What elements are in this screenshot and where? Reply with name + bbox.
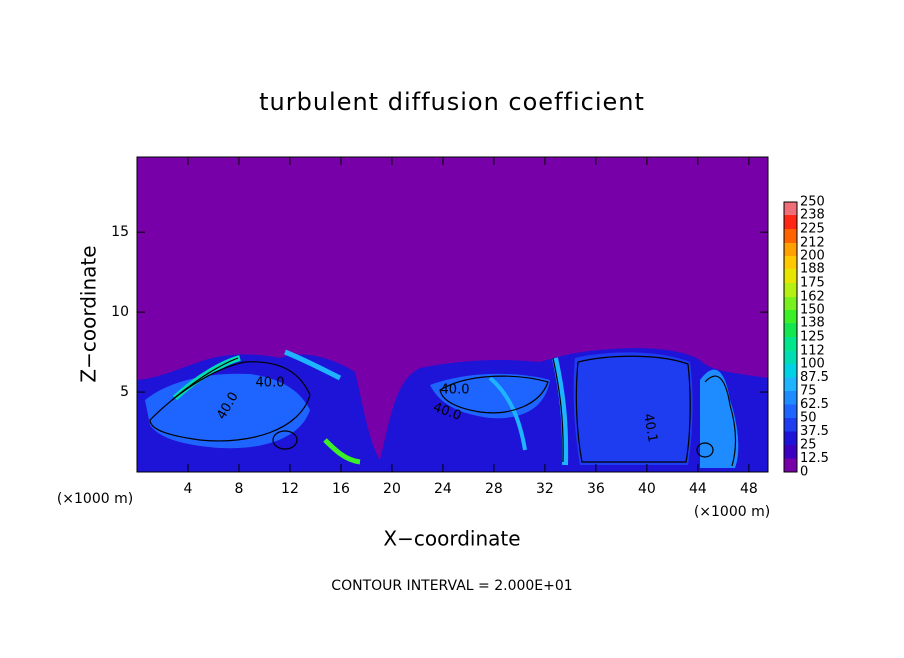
field bbox=[136, 156, 769, 473]
field-streak bbox=[488, 376, 527, 451]
colorbar-label: 62.5 bbox=[800, 397, 829, 412]
x-tick-label: 28 bbox=[485, 481, 503, 497]
x-tick-label: 12 bbox=[281, 481, 299, 497]
colorbar-swatch bbox=[784, 445, 797, 459]
contour-label: 40.0 bbox=[256, 376, 285, 391]
footer-note: CONTOUR INTERVAL = 2.000E+01 bbox=[331, 578, 572, 594]
colorbar-swatch bbox=[784, 377, 797, 391]
x-tick-label: 44 bbox=[689, 481, 707, 497]
x-tick-label: 16 bbox=[332, 481, 350, 497]
field-streak bbox=[552, 357, 569, 466]
colorbar-swatch bbox=[784, 297, 797, 310]
colorbar-label: 37.5 bbox=[800, 424, 829, 439]
colorbar-label: 125 bbox=[800, 330, 825, 345]
colorbar-swatch bbox=[784, 202, 797, 215]
field-region bbox=[573, 352, 693, 465]
field-region bbox=[700, 369, 739, 468]
colorbar-label: 212 bbox=[800, 236, 825, 251]
contour-label: 40.0 bbox=[441, 383, 470, 398]
colorbar-label: 25 bbox=[800, 438, 817, 453]
colorbar-swatch bbox=[784, 337, 797, 352]
x-tick-label: 36 bbox=[587, 481, 605, 497]
colorbar-label: 238 bbox=[800, 207, 825, 222]
colorbar-label: 50 bbox=[800, 411, 817, 426]
x-tick-label: 8 bbox=[235, 481, 244, 497]
contour-lines bbox=[149, 355, 737, 467]
colorbar-swatch bbox=[784, 418, 797, 432]
colorbar-label: 138 bbox=[800, 315, 825, 330]
colorbar-label: 12.5 bbox=[800, 451, 829, 466]
colorbar-swatch bbox=[784, 268, 797, 283]
y-tick-label: 15 bbox=[111, 224, 129, 240]
contour-label: 40.1 bbox=[640, 412, 660, 443]
x-unit-label: (×1000 m) bbox=[57, 491, 133, 507]
field-region bbox=[145, 373, 310, 449]
colorbar-swatch bbox=[784, 431, 797, 445]
colorbar-swatch bbox=[784, 310, 797, 323]
colorbar-label: 87.5 bbox=[800, 370, 829, 385]
colorbar-frame bbox=[783, 201, 798, 473]
colorbar-label: 188 bbox=[800, 261, 825, 276]
colorbar-swatch bbox=[784, 256, 797, 269]
colorbar-swatch bbox=[784, 243, 797, 256]
colorbar-swatch bbox=[784, 322, 797, 337]
x-tick-label: 24 bbox=[434, 481, 452, 497]
colorbar-swatch bbox=[784, 283, 797, 298]
plot-frame bbox=[136, 156, 769, 473]
colorbar-swatch bbox=[784, 458, 797, 472]
field-streak bbox=[323, 438, 361, 465]
x-tick-label: 40 bbox=[638, 481, 656, 497]
x-unit-label: (×1000 m) bbox=[694, 504, 770, 520]
chart-title: turbulent diffusion coefficient bbox=[259, 88, 645, 116]
x-axis-label: X−coordinate bbox=[383, 527, 520, 551]
colorbar-label: 112 bbox=[800, 344, 825, 359]
colorbar-swatch bbox=[784, 391, 797, 405]
x-tick-label: 4 bbox=[184, 481, 193, 497]
colorbar-label: 175 bbox=[800, 276, 825, 291]
colorbar-swatch bbox=[784, 214, 797, 229]
colorbar-label: 0 bbox=[800, 465, 808, 480]
y-axis-label: Z−coordinate bbox=[77, 245, 101, 382]
colorbar-label: 150 bbox=[800, 303, 825, 318]
colorbar-label: 100 bbox=[800, 357, 825, 372]
colorbar-label: 250 bbox=[800, 195, 825, 210]
y-tick-label: 5 bbox=[120, 384, 129, 400]
colorbar-swatch bbox=[784, 404, 797, 418]
colorbar-label: 162 bbox=[800, 290, 825, 305]
colorbar-swatch bbox=[784, 351, 797, 364]
x-tick-label: 48 bbox=[740, 481, 758, 497]
colorbar-swatch bbox=[784, 229, 797, 244]
field-streak bbox=[284, 349, 342, 381]
x-tick-label: 32 bbox=[536, 481, 554, 497]
colorbar-swatch bbox=[784, 364, 797, 378]
x-tick-label: 20 bbox=[383, 481, 401, 497]
y-tick-label: 10 bbox=[111, 304, 129, 320]
colorbar-label: 200 bbox=[800, 249, 825, 264]
colorbar-label: 75 bbox=[800, 384, 817, 399]
colorbar-label: 225 bbox=[800, 222, 825, 237]
